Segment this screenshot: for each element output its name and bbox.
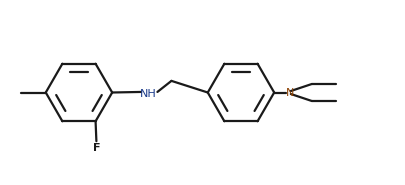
Text: NH: NH xyxy=(140,89,157,99)
Text: F: F xyxy=(93,143,100,153)
Text: N: N xyxy=(286,88,294,97)
